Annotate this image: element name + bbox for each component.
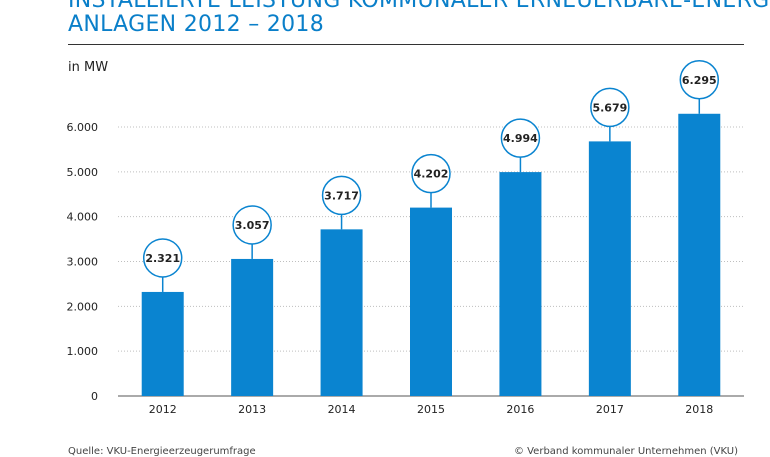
- data-label-circle: [321, 175, 362, 216]
- bar: [141, 291, 184, 396]
- y-tick-label: 6.000: [67, 121, 99, 134]
- x-tick-label: 2012: [149, 403, 177, 416]
- y-tick-label: 3.000: [67, 256, 99, 269]
- x-tick-label: 2013: [238, 403, 266, 416]
- bar: [588, 141, 631, 396]
- data-label: 4.202: [414, 168, 449, 181]
- bar: [231, 258, 274, 396]
- data-label: 3.717: [324, 189, 359, 202]
- data-label: 5.679: [592, 101, 627, 114]
- bar: [499, 172, 542, 396]
- data-label-circle: [500, 118, 541, 158]
- bar: [678, 113, 721, 396]
- x-tick-label: 2018: [685, 403, 713, 416]
- data-label: 4.994: [503, 132, 538, 145]
- y-tick-label: 2.000: [67, 300, 99, 313]
- data-label-circle: [232, 205, 272, 245]
- y-tick-label: 5.000: [67, 166, 99, 179]
- x-tick-label: 2014: [328, 403, 356, 416]
- data-label: 2.321: [145, 252, 180, 265]
- y-tick-label: 4.000: [67, 211, 99, 224]
- data-label-circle: [411, 153, 451, 194]
- bar: [320, 229, 363, 396]
- source-note: Quelle: VKU-Energieerzeugerumfrage: [68, 446, 256, 457]
- chart-title-line-1: INSTALLIERTE LEISTUNG KOMMUNALER ERNEUER…: [68, 0, 770, 13]
- title-divider: [68, 44, 744, 45]
- chart-title-line-2: ANLAGEN 2012 – 2018: [68, 12, 324, 37]
- bar: [410, 207, 452, 396]
- y-tick-label: 1.000: [67, 345, 99, 358]
- x-tick-label: 2016: [506, 403, 534, 416]
- data-label-circle: [679, 60, 720, 100]
- data-label: 3.057: [235, 219, 270, 232]
- y-axis-unit-label: in MW: [68, 60, 109, 75]
- x-tick-label: 2017: [596, 403, 624, 416]
- data-label-circle: [590, 87, 630, 128]
- y-tick-label: 0: [91, 390, 98, 403]
- copyright-note: © Verband kommunaler Unternehmen (VKU): [513, 446, 738, 457]
- data-label-circle: [142, 238, 183, 278]
- data-label: 6.295: [682, 74, 717, 87]
- x-tick-label: 2015: [417, 403, 445, 416]
